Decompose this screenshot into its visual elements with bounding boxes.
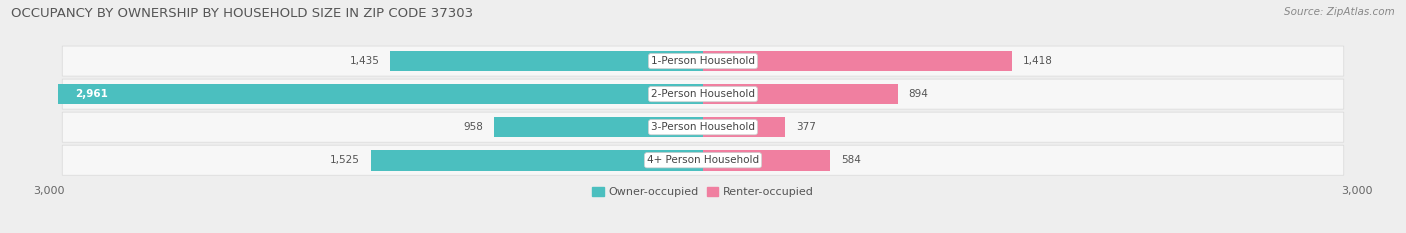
Text: 584: 584 (841, 155, 860, 165)
Text: OCCUPANCY BY OWNERSHIP BY HOUSEHOLD SIZE IN ZIP CODE 37303: OCCUPANCY BY OWNERSHIP BY HOUSEHOLD SIZE… (11, 7, 474, 20)
Bar (371, 150, 703, 171)
Text: 958: 958 (464, 122, 484, 132)
FancyBboxPatch shape (62, 112, 1344, 142)
Text: 1,418: 1,418 (1024, 56, 1053, 66)
Text: 4+ Person Household: 4+ Person Household (647, 155, 759, 165)
Bar (703, 117, 785, 137)
Text: 1,435: 1,435 (350, 56, 380, 66)
Bar (703, 84, 898, 104)
Text: 2,961: 2,961 (75, 89, 108, 99)
Text: 2-Person Household: 2-Person Household (651, 89, 755, 99)
Bar (391, 51, 703, 71)
FancyBboxPatch shape (62, 79, 1344, 109)
Bar (58, 84, 703, 104)
FancyBboxPatch shape (62, 46, 1344, 76)
Legend: Owner-occupied, Renter-occupied: Owner-occupied, Renter-occupied (588, 182, 818, 202)
Bar (703, 51, 1012, 71)
Bar (495, 117, 703, 137)
Text: 894: 894 (908, 89, 928, 99)
Text: 1,525: 1,525 (330, 155, 360, 165)
Text: 3-Person Household: 3-Person Household (651, 122, 755, 132)
Text: Source: ZipAtlas.com: Source: ZipAtlas.com (1284, 7, 1395, 17)
Text: 1-Person Household: 1-Person Household (651, 56, 755, 66)
Text: 377: 377 (796, 122, 815, 132)
Bar (703, 150, 831, 171)
FancyBboxPatch shape (62, 145, 1344, 175)
